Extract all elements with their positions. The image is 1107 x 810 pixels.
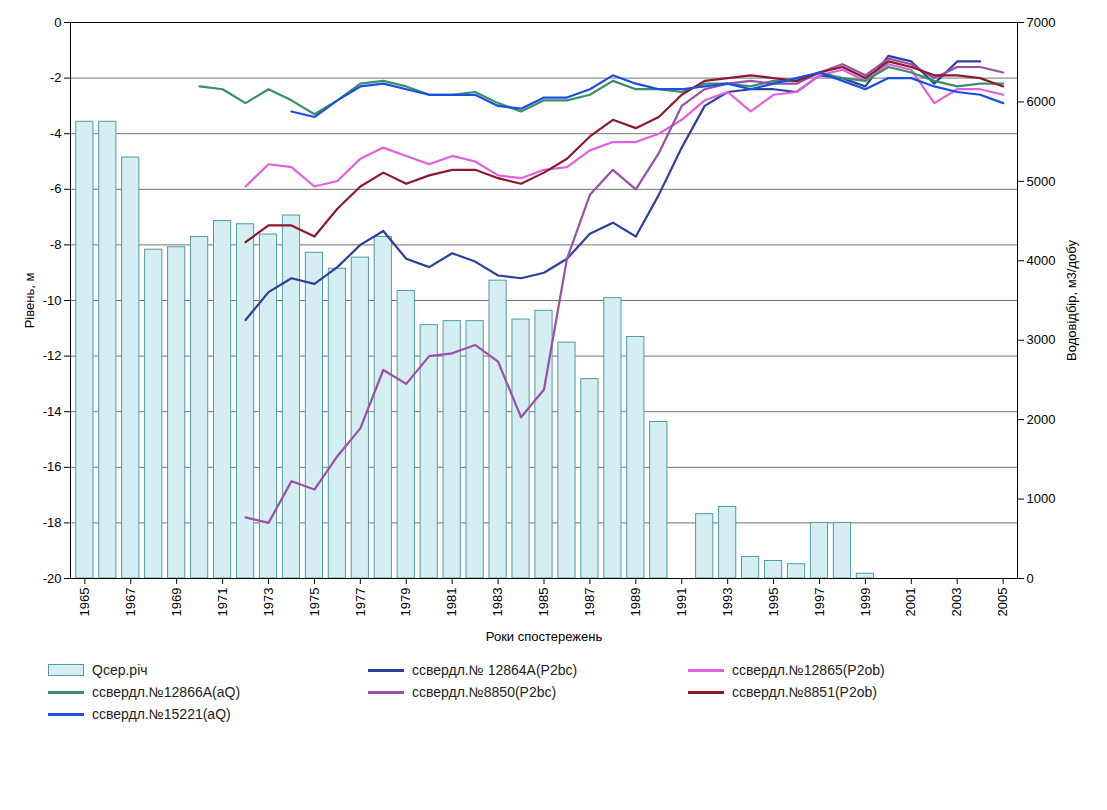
svg-text:-16: -16: [43, 459, 62, 474]
svg-text:6000: 6000: [1027, 94, 1056, 109]
svg-text:Роки спостережень: Роки спостережень: [486, 629, 603, 644]
svg-text:1981: 1981: [444, 588, 459, 617]
svg-text:-4: -4: [50, 126, 62, 141]
svg-text:1965: 1965: [77, 588, 92, 617]
svg-text:1979: 1979: [398, 588, 413, 617]
svg-text:2005: 2005: [995, 588, 1010, 617]
svg-text:-14: -14: [43, 404, 62, 419]
svg-text:1000: 1000: [1027, 491, 1056, 506]
svg-text:1975: 1975: [307, 588, 322, 617]
html-text:ссвердл.№8850(P2bc): ссвердл.№8850(P2bc): [412, 684, 557, 700]
svg-text:1983: 1983: [490, 588, 505, 617]
svg-text:-20: -20: [43, 571, 62, 586]
svg-text:-10: -10: [43, 293, 62, 308]
svg-text:-12: -12: [43, 348, 62, 363]
svg-text:5000: 5000: [1027, 174, 1056, 189]
svg-text:3000: 3000: [1027, 332, 1056, 347]
svg-text:1995: 1995: [766, 588, 781, 617]
svg-text:1977: 1977: [352, 588, 367, 617]
svg-text:2000: 2000: [1027, 412, 1056, 427]
svg-text:1969: 1969: [169, 588, 184, 617]
svg-text:1967: 1967: [123, 588, 138, 617]
svg-text:1989: 1989: [628, 588, 643, 617]
svg-text:1987: 1987: [582, 588, 597, 617]
svg-text:1997: 1997: [812, 588, 827, 617]
svg-text:1991: 1991: [674, 588, 689, 617]
html-text:Qсер.річ: Qсер.річ: [92, 662, 148, 678]
html-text:ссвердл.№15221(aQ): ссвердл.№15221(aQ): [92, 706, 231, 722]
svg-text:-2: -2: [50, 70, 62, 85]
svg-text:1999: 1999: [858, 588, 873, 617]
html-text:ссвердл.№8851(P2ob): ссвердл.№8851(P2ob): [732, 684, 877, 700]
svg-text:1993: 1993: [720, 588, 735, 617]
html-text:ссвердл.№12865(P2ob): ссвердл.№12865(P2ob): [732, 662, 885, 678]
svg-text:1973: 1973: [261, 588, 276, 617]
html-text:ссвердл.№ 12864А(P2bc): ссвердл.№ 12864А(P2bc): [412, 662, 578, 678]
html-text:ссвердл.№12866А(aQ): ссвердл.№12866А(aQ): [92, 684, 240, 700]
svg-text:-18: -18: [43, 515, 62, 530]
svg-text:-6: -6: [50, 181, 62, 196]
svg-text:4000: 4000: [1027, 253, 1056, 268]
svg-text:2001: 2001: [903, 588, 918, 617]
svg-text:1985: 1985: [536, 588, 551, 617]
svg-text:-8: -8: [50, 237, 62, 252]
svg-text:2003: 2003: [949, 588, 964, 617]
svg-text:7000: 7000: [1027, 15, 1056, 30]
svg-text:Водовідбір, м3/добу: Водовідбір, м3/добу: [1064, 240, 1079, 361]
svg-text:0: 0: [1027, 571, 1034, 586]
svg-text:1971: 1971: [215, 588, 230, 617]
svg-text:Рівень, м: Рівень, м: [22, 273, 37, 329]
svg-text:0: 0: [54, 15, 61, 30]
